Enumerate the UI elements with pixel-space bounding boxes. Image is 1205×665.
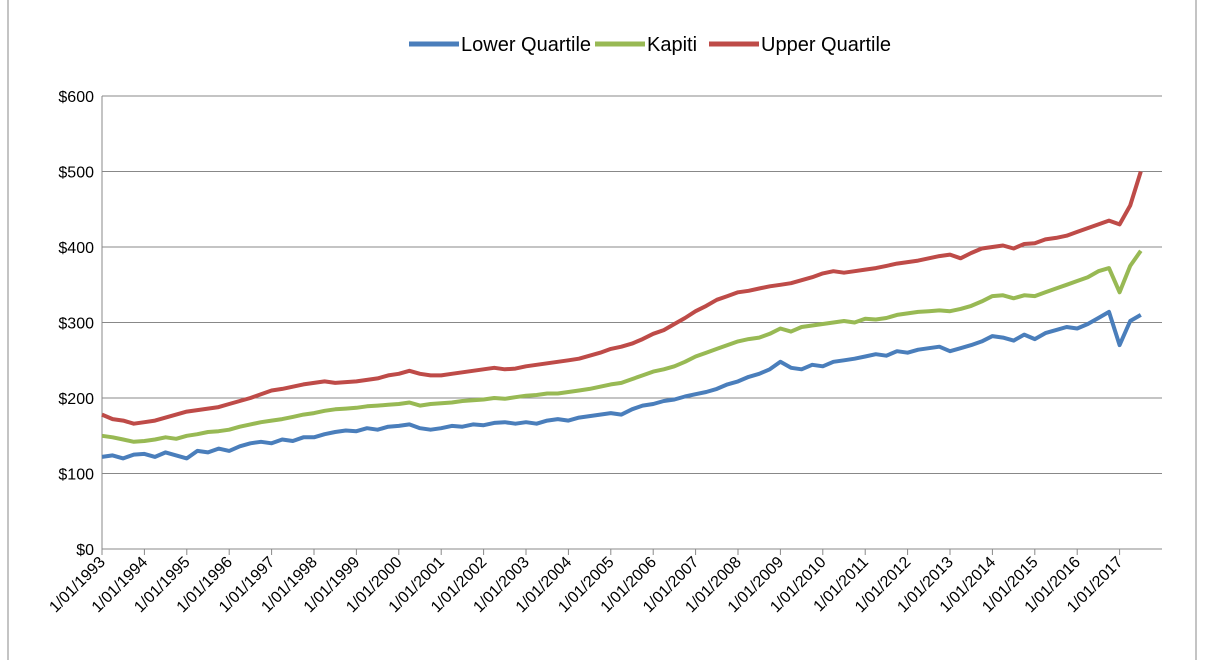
y-tick-label: $400 (58, 240, 94, 257)
y-tick-label: $600 (58, 89, 94, 106)
y-tick-label: $0 (76, 542, 94, 559)
series-line (101, 249, 1143, 444)
legend-label: Upper Quartile (761, 34, 891, 56)
y-tick-label: $500 (58, 165, 94, 182)
series-line (101, 170, 1143, 426)
y-tick-label: $200 (58, 391, 94, 408)
legend-label: Lower Quartile (461, 34, 591, 56)
y-tick-label: $100 (58, 467, 94, 484)
series-line (101, 309, 1142, 461)
chart-frame (7, 0, 1197, 665)
y-tick-label: $300 (58, 316, 94, 333)
legend-label: Kapiti (647, 34, 697, 56)
